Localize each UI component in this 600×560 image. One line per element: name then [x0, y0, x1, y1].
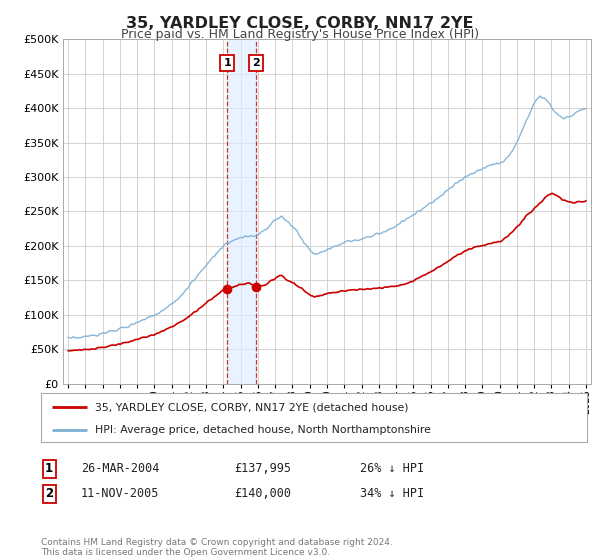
Bar [227, 39, 256, 384]
Text: 35, YARDLEY CLOSE, CORBY, NN17 2YE (detached house): 35, YARDLEY CLOSE, CORBY, NN17 2YE (deta… [95, 403, 409, 412]
Text: 26% ↓ HPI: 26% ↓ HPI [360, 462, 424, 475]
Text: 1: 1 [45, 462, 53, 475]
Text: Contains HM Land Registry data © Crown copyright and database right 2024.
This d: Contains HM Land Registry data © Crown c… [41, 538, 392, 557]
Text: 26-MAR-2004: 26-MAR-2004 [81, 462, 160, 475]
Text: 2: 2 [45, 487, 53, 501]
Text: 34% ↓ HPI: 34% ↓ HPI [360, 487, 424, 501]
Text: Price paid vs. HM Land Registry's House Price Index (HPI): Price paid vs. HM Land Registry's House … [121, 28, 479, 41]
Text: 35, YARDLEY CLOSE, CORBY, NN17 2YE: 35, YARDLEY CLOSE, CORBY, NN17 2YE [126, 16, 474, 31]
Text: HPI: Average price, detached house, North Northamptonshire: HPI: Average price, detached house, Nort… [95, 424, 431, 435]
Text: 2: 2 [252, 58, 260, 68]
Text: 11-NOV-2005: 11-NOV-2005 [81, 487, 160, 501]
FancyBboxPatch shape [41, 393, 587, 442]
Text: 1: 1 [224, 58, 232, 68]
Text: £140,000: £140,000 [234, 487, 291, 501]
Text: £137,995: £137,995 [234, 462, 291, 475]
